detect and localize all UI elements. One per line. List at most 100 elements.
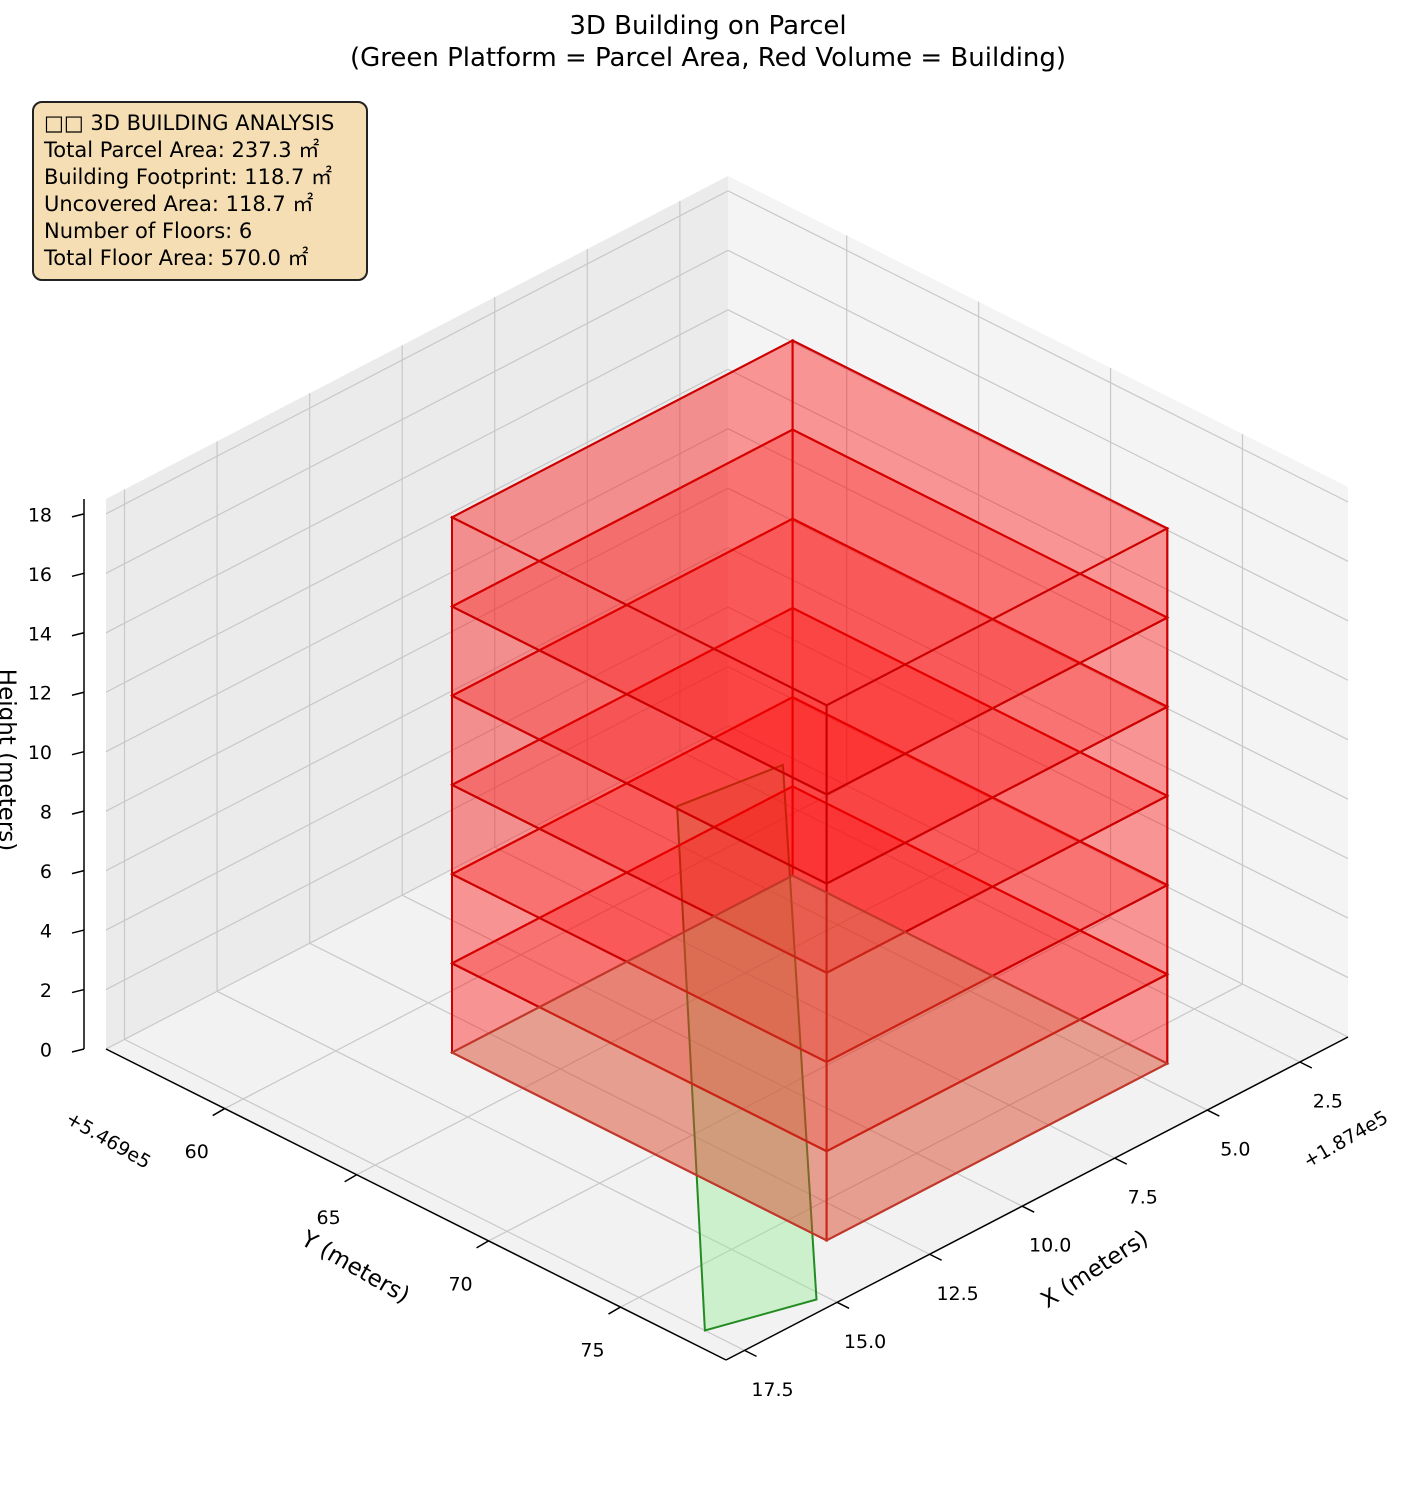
z-tick-mark bbox=[71, 513, 85, 518]
z-left-gridline bbox=[105, 606, 729, 931]
y-tick-label: 70 bbox=[448, 1273, 472, 1295]
z-tick-mark bbox=[71, 632, 85, 637]
building-floor bbox=[449, 517, 1170, 975]
z-tick-mark bbox=[71, 869, 85, 875]
z-tick-mark bbox=[71, 810, 85, 815]
floor-pane bbox=[106, 726, 1348, 1360]
z-left-gridline bbox=[105, 666, 729, 991]
z-left-gridline bbox=[105, 249, 729, 574]
x-tick-mark bbox=[1299, 1061, 1313, 1069]
z-tick-label: 16 bbox=[28, 564, 52, 586]
z-right-gridline bbox=[727, 606, 1349, 919]
x-tick-label: 15.0 bbox=[844, 1331, 886, 1353]
info-uncovered-area: Uncovered Area: 118.7 ㎡ bbox=[44, 192, 314, 216]
z-tick-mark bbox=[71, 750, 85, 756]
back-right-pane bbox=[728, 176, 1348, 1037]
x-tick-mark bbox=[744, 1349, 757, 1358]
building-face bbox=[449, 339, 1170, 707]
parcel-polygon bbox=[676, 763, 818, 1332]
z-left-gridline bbox=[105, 190, 729, 515]
z-right-gridline bbox=[727, 190, 1349, 503]
x-floor-gridline bbox=[587, 798, 1208, 1111]
info-total-parcel-area: Total Parcel Area: 237.3 ㎡ bbox=[44, 138, 320, 162]
building-floor bbox=[449, 338, 1170, 797]
z-right-gridline bbox=[727, 666, 1349, 979]
x-tick-mark bbox=[929, 1253, 942, 1261]
z-tick-label: 14 bbox=[28, 623, 52, 645]
axes bbox=[71, 499, 1349, 1361]
z-tick-label: 0 bbox=[40, 1040, 52, 1062]
x-floor-gridline bbox=[124, 1038, 745, 1351]
x-tick-label: 12.5 bbox=[936, 1283, 978, 1305]
z-left-gridline bbox=[105, 547, 729, 872]
grid-lines bbox=[105, 190, 1349, 1351]
y-floor-gridline bbox=[356, 851, 979, 1176]
chart-title: 3D Building on Parcel (Green Platform = … bbox=[0, 10, 1416, 74]
z-right-gridline bbox=[727, 487, 1349, 800]
x-tick-label: 17.5 bbox=[751, 1379, 793, 1401]
z-tick-label: 12 bbox=[28, 683, 52, 705]
z-left-gridline bbox=[105, 428, 729, 753]
z-left-gridline bbox=[105, 368, 729, 693]
z-tick-mark bbox=[71, 572, 85, 578]
z-left-gridline bbox=[105, 487, 729, 812]
z-tick-label: 8 bbox=[40, 802, 52, 824]
z-right-gridline bbox=[727, 249, 1349, 562]
y-tick-mark bbox=[344, 1174, 358, 1183]
z-right-gridline bbox=[727, 368, 1349, 681]
y-tick-mark bbox=[608, 1306, 621, 1315]
subtitle-line: (Green Platform = Parcel Area, Red Volum… bbox=[349, 43, 1067, 73]
x-tick-label: 2.5 bbox=[1313, 1090, 1343, 1112]
z-right-gridline bbox=[727, 547, 1349, 860]
info-heading: □□ 3D BUILDING ANALYSIS bbox=[44, 111, 335, 135]
y-axis-title: Y (meters) bbox=[296, 1226, 414, 1309]
y-tick-mark bbox=[476, 1240, 489, 1249]
parcel-platform bbox=[676, 763, 818, 1332]
building-floor bbox=[449, 784, 1170, 1243]
x-floor-gridline bbox=[679, 750, 1301, 1063]
z-tick-label: 2 bbox=[40, 980, 52, 1002]
x-tick-mark bbox=[1206, 1109, 1220, 1117]
x-tick-mark bbox=[836, 1301, 850, 1309]
z-tick-mark bbox=[71, 929, 85, 934]
x-tick-label: 5.0 bbox=[1220, 1139, 1250, 1161]
info-total-floor-area: Total Floor Area: 570.0 ㎡ bbox=[44, 246, 309, 270]
x-floor-gridline bbox=[216, 990, 838, 1303]
z-tick-label: 10 bbox=[28, 742, 52, 764]
x-tick-mark bbox=[1021, 1205, 1035, 1213]
z-tick-mark bbox=[71, 1048, 85, 1053]
z-right-gridline bbox=[727, 725, 1349, 1038]
z-tick-label: 6 bbox=[40, 861, 52, 883]
z-tick-label: 18 bbox=[28, 504, 52, 526]
y-floor-gridline bbox=[224, 785, 847, 1110]
back-left-pane bbox=[106, 176, 728, 1049]
y-tick-label: 75 bbox=[580, 1340, 604, 1362]
y-axis-line bbox=[105, 1048, 727, 1361]
y-offset-label: +5.469e5 bbox=[62, 1108, 154, 1174]
axis-panes bbox=[106, 176, 1348, 1360]
analysis-info-box: □□ 3D BUILDING ANALYSIS Total Parcel Are… bbox=[32, 101, 368, 281]
y-tick-label: 65 bbox=[317, 1207, 341, 1229]
y-tick-label: 60 bbox=[185, 1141, 209, 1163]
x-floor-gridline bbox=[494, 846, 1116, 1159]
info-building-footprint: Building Footprint: 118.7 ㎡ bbox=[44, 165, 333, 189]
building-footprint bbox=[449, 874, 1170, 1242]
z-left-gridline bbox=[105, 725, 729, 1050]
x-floor-gridline bbox=[401, 894, 1023, 1207]
info-number-of-floors: Number of Floors: 6 bbox=[44, 219, 253, 243]
z-tick-label: 4 bbox=[40, 921, 52, 943]
z-left-gridline bbox=[105, 309, 729, 634]
z-tick-mark bbox=[71, 691, 85, 696]
z-tick-mark bbox=[71, 988, 85, 994]
building-volume bbox=[449, 338, 1170, 1243]
building-floor bbox=[449, 606, 1170, 1064]
y-floor-gridline bbox=[488, 917, 1111, 1242]
building-floor bbox=[449, 695, 1170, 1153]
x-offset-label: +1.874e5 bbox=[1300, 1107, 1392, 1173]
y-floor-gridline bbox=[620, 983, 1243, 1308]
x-axis-line bbox=[725, 1036, 1349, 1361]
z-right-gridline bbox=[727, 428, 1349, 741]
x-tick-mark bbox=[1114, 1157, 1128, 1165]
title-line: 3D Building on Parcel bbox=[569, 11, 847, 41]
